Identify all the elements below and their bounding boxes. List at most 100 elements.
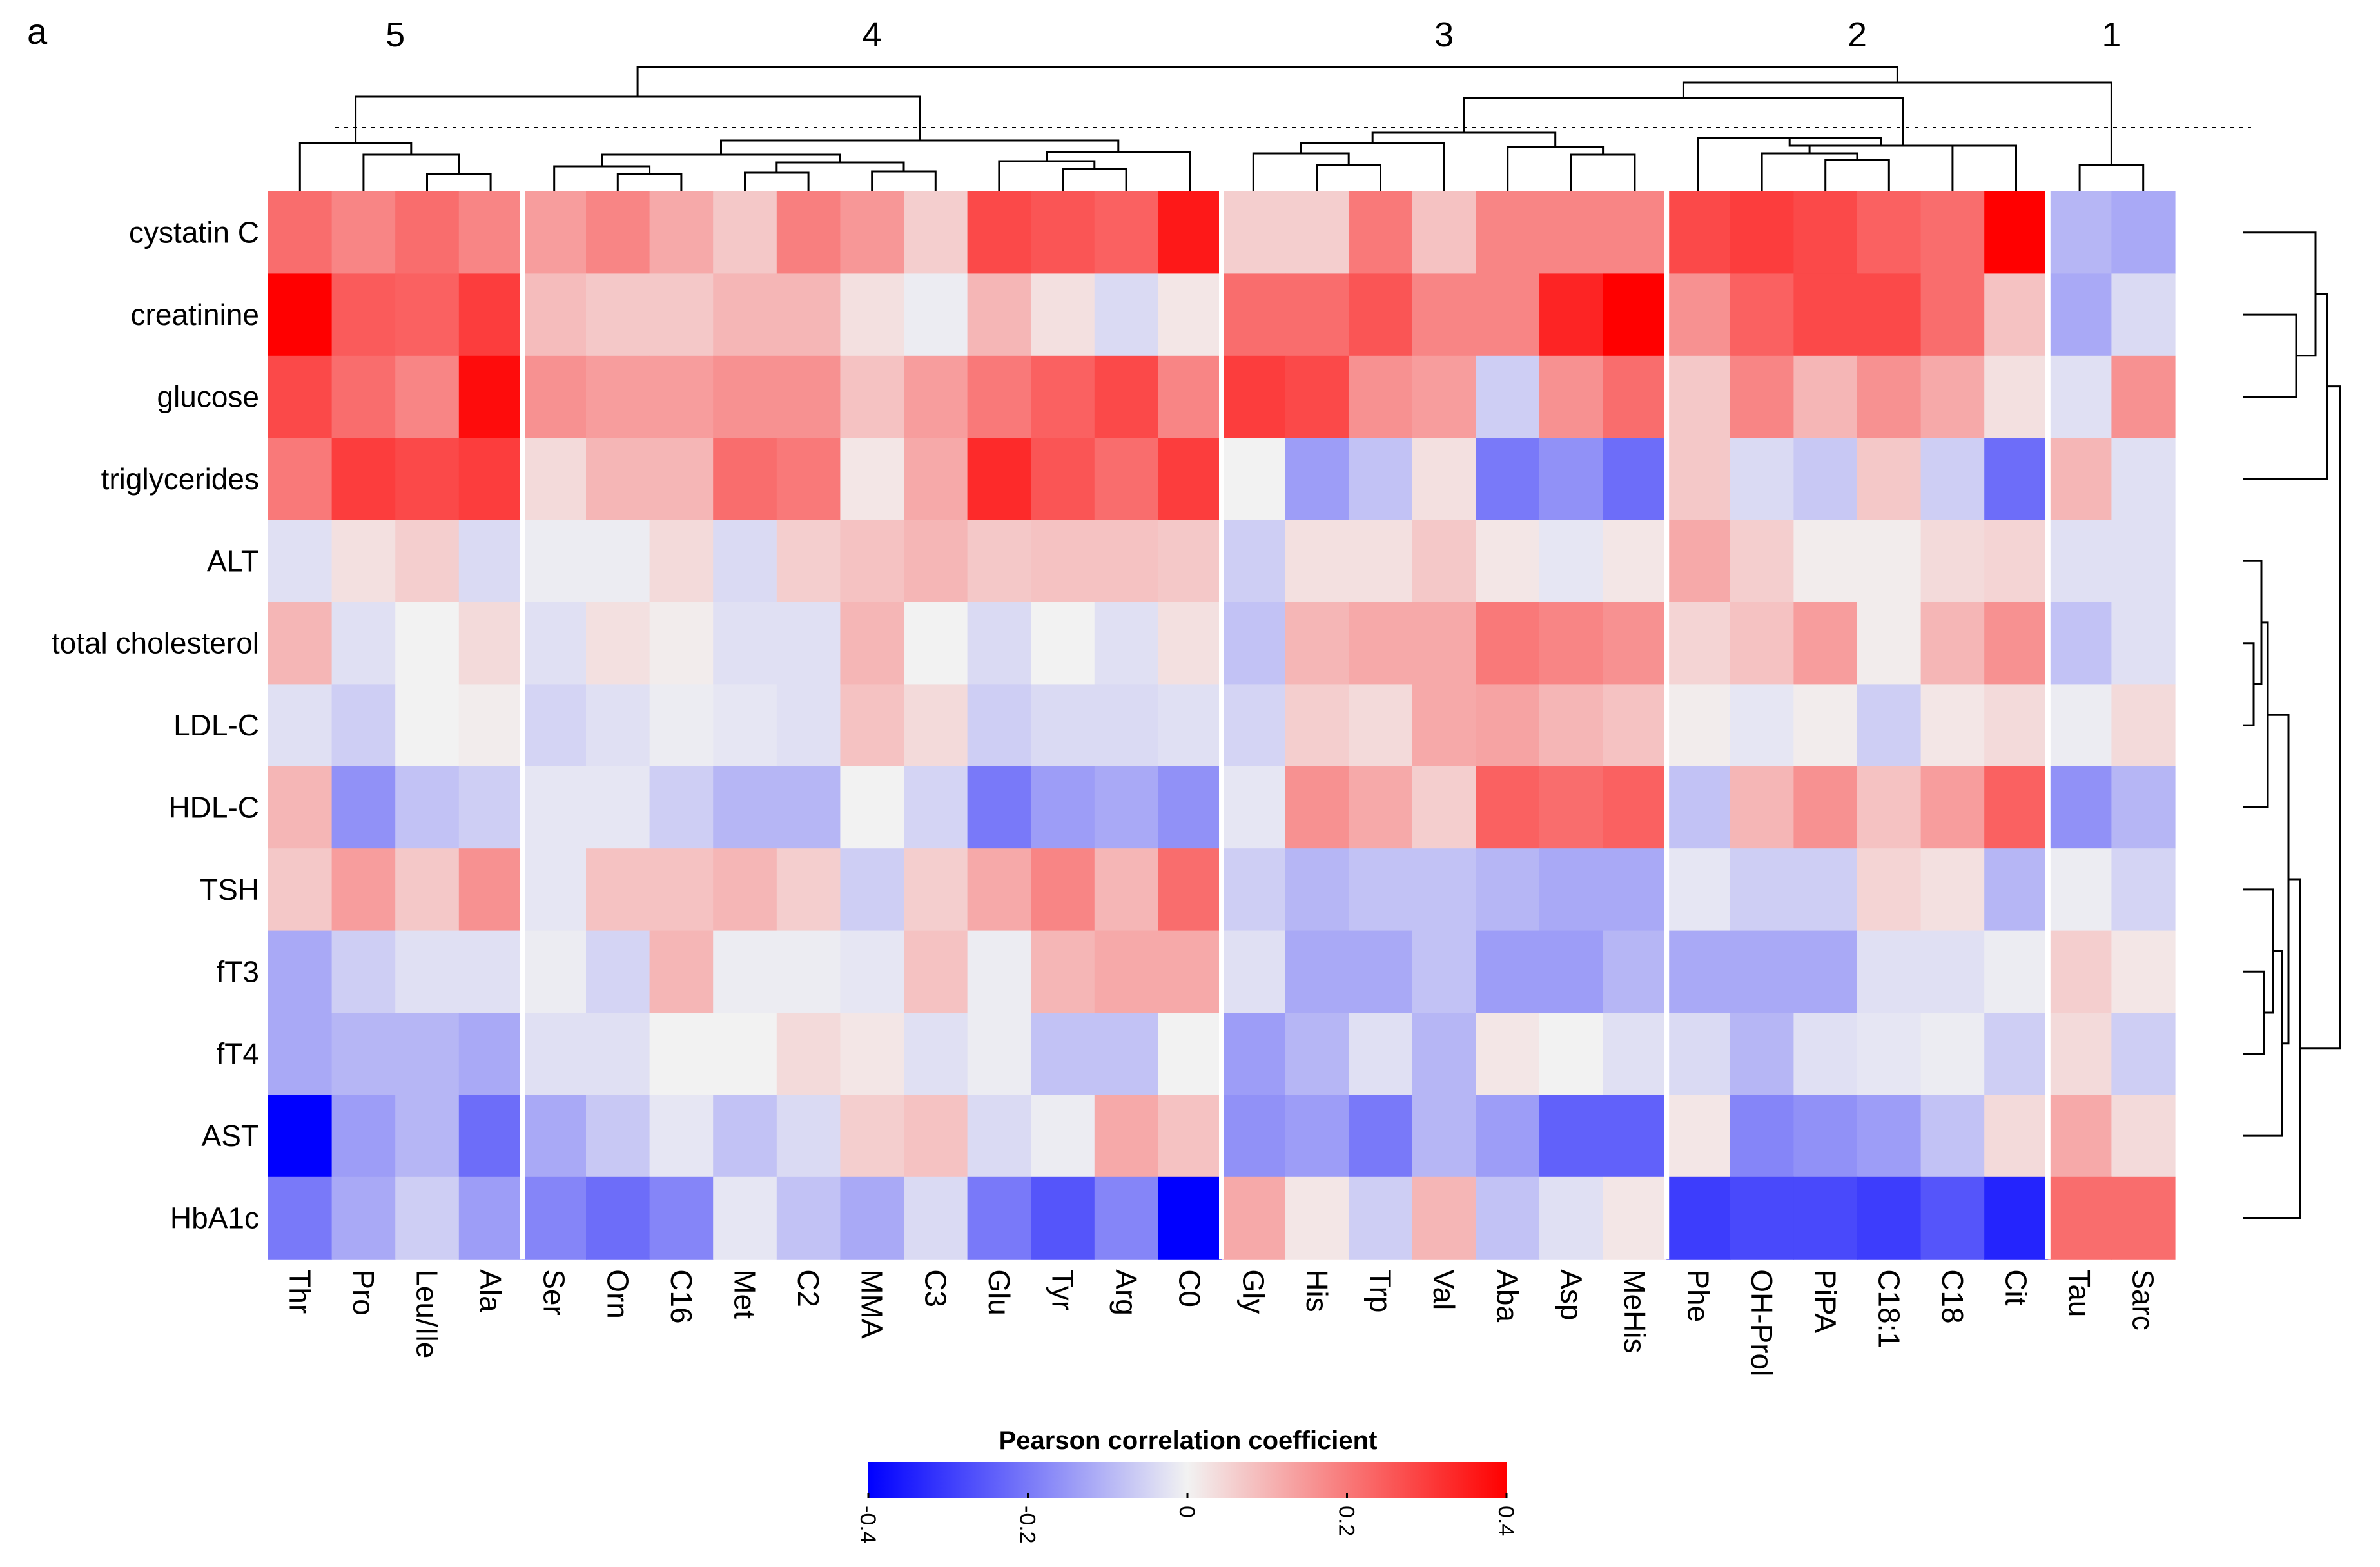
heatmap-cell xyxy=(1412,438,1476,521)
heatmap-cell xyxy=(967,1013,1031,1095)
heatmap-cell xyxy=(458,848,523,931)
heatmap-cell xyxy=(1857,520,1922,603)
heatmap-cell xyxy=(1793,191,1858,274)
heatmap-cell xyxy=(1222,684,1286,767)
heatmap-cell xyxy=(1857,930,1922,1013)
column-label: OH-Prol xyxy=(1745,1269,1779,1376)
column-label: C0 xyxy=(1173,1269,1207,1307)
row-dendrogram xyxy=(2243,231,2341,1219)
heatmap-cell xyxy=(458,1176,523,1260)
cluster-label: 5 xyxy=(385,15,405,54)
dendrogram-link xyxy=(298,142,413,191)
row-labels: cystatin C creatinine glucose triglycerides… xyxy=(52,216,259,1235)
dendrogram-link xyxy=(636,66,1898,97)
heatmap-cell xyxy=(1984,930,2049,1013)
heatmap-cell xyxy=(1920,273,1985,356)
heatmap-cell xyxy=(1666,930,1731,1013)
heatmap-cell xyxy=(1984,684,2049,767)
heatmap-cell xyxy=(1349,273,1413,356)
heatmap-cell xyxy=(2111,930,2176,1013)
column-label: MeHis xyxy=(1618,1269,1652,1353)
heatmap-cell xyxy=(1094,520,1158,603)
heatmap-cell xyxy=(1222,1176,1286,1260)
heatmap-cell xyxy=(776,602,841,685)
heatmap-cell xyxy=(1984,848,2049,931)
heatmap-cell xyxy=(1094,766,1158,849)
heatmap-cell xyxy=(1920,438,1985,521)
heatmap-cell xyxy=(649,1013,714,1095)
heatmap-cell xyxy=(1730,684,1794,767)
heatmap-cell xyxy=(1730,438,1794,521)
dendrogram-link xyxy=(2243,642,2255,726)
dendrogram-link xyxy=(2243,313,2297,398)
heatmap-cell xyxy=(1857,1013,1922,1095)
heatmap-cell xyxy=(904,1095,968,1178)
row-label: fT3 xyxy=(217,955,259,988)
cluster-gaps xyxy=(520,191,2051,1260)
heatmap-cell xyxy=(1857,1095,1922,1178)
heatmap-cell xyxy=(904,520,968,603)
heatmap-cell xyxy=(904,1176,968,1260)
heatmap-cell xyxy=(1730,273,1794,356)
dendrogram-link xyxy=(1062,168,1127,191)
dendrogram-link xyxy=(2300,385,2341,1050)
column-label: Arg xyxy=(1109,1269,1143,1316)
heatmap-cell xyxy=(1412,930,1476,1013)
cluster-gap xyxy=(2045,191,2051,1260)
legend-tick-label: 0 xyxy=(1175,1506,1199,1518)
heatmap-cell xyxy=(2111,1176,2176,1260)
heatmap-cell xyxy=(840,1176,904,1260)
heatmap-cell xyxy=(522,602,587,685)
heatmap-cell xyxy=(1920,520,1985,603)
heatmap-cell xyxy=(395,520,460,603)
heatmap-cell xyxy=(1349,438,1413,521)
heatmap-cell xyxy=(1793,1095,1858,1178)
column-dendrogram xyxy=(298,66,2145,191)
dendrogram-link xyxy=(1046,151,1191,191)
column-label: Tyr xyxy=(1046,1269,1080,1310)
heatmap-cell xyxy=(1285,848,1349,931)
dendrogram-link xyxy=(1788,138,2017,191)
heatmap-cell xyxy=(1476,355,1540,438)
heatmap-cell xyxy=(967,766,1031,849)
heatmap-cell xyxy=(1412,191,1476,274)
heatmap-cell xyxy=(522,355,587,438)
column-label: C18 xyxy=(1936,1269,1969,1323)
heatmap-cell xyxy=(1857,1176,1922,1260)
heatmap-cell xyxy=(522,273,587,356)
heatmap-cell xyxy=(2047,602,2112,685)
column-label: Thr xyxy=(283,1269,317,1314)
heatmap-cell xyxy=(713,1176,777,1260)
heatmap-cell xyxy=(1603,602,1667,685)
heatmap-cell xyxy=(2047,930,2112,1013)
heatmap-cell xyxy=(331,355,396,438)
heatmap-cell xyxy=(1222,1013,1286,1095)
heatmap-cell xyxy=(458,602,523,685)
heatmap-cell xyxy=(522,930,587,1013)
heatmap-cell xyxy=(586,438,650,521)
heatmap-cell xyxy=(1222,848,1286,931)
heatmap-cell xyxy=(1031,1176,1095,1260)
column-label: C2 xyxy=(792,1269,825,1307)
row-label: cystatin C xyxy=(129,216,259,249)
heatmap-cell xyxy=(1666,766,1731,849)
heatmap-cell xyxy=(649,848,714,931)
dendrogram-link xyxy=(744,171,810,191)
dendrogram-link xyxy=(1682,81,2112,165)
dendrogram-link xyxy=(2243,560,2263,685)
heatmap-cell xyxy=(268,355,333,438)
heatmap-cell xyxy=(1793,930,1858,1013)
heatmap-cell xyxy=(840,438,904,521)
column-label: Gly xyxy=(1236,1269,1270,1314)
heatmap-cell xyxy=(1603,520,1667,603)
heatmap-cell xyxy=(1349,766,1413,849)
heatmap-cell xyxy=(395,191,460,274)
column-label: Trp xyxy=(1364,1269,1398,1312)
heatmap-cell xyxy=(2111,1013,2176,1095)
heatmap-cell xyxy=(1539,848,1604,931)
heatmap-cell xyxy=(395,1176,460,1260)
heatmap-cell xyxy=(1603,848,1667,931)
heatmap-cell xyxy=(1031,273,1095,356)
heatmap-cell xyxy=(1920,684,1985,767)
heatmap-cell xyxy=(1349,602,1413,685)
